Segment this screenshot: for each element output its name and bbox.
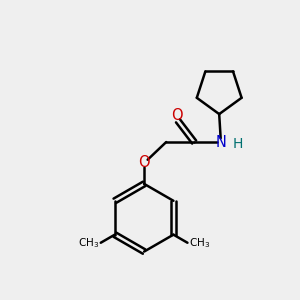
Text: H: H [233, 137, 243, 152]
Text: O: O [172, 108, 183, 123]
Text: CH$_3$: CH$_3$ [78, 236, 99, 250]
Text: O: O [138, 155, 150, 170]
Text: CH$_3$: CH$_3$ [189, 236, 210, 250]
Text: N: N [215, 134, 226, 149]
